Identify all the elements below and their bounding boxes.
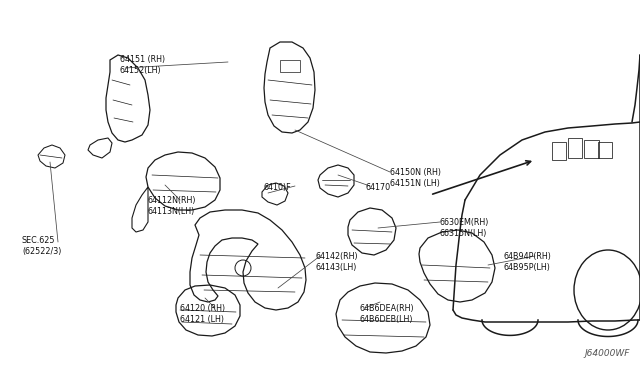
Text: 64B94P(RH)
64B95P(LH): 64B94P(RH) 64B95P(LH)	[503, 252, 551, 272]
Text: 64170: 64170	[366, 183, 391, 192]
Text: 64151 (RH)
64152(LH): 64151 (RH) 64152(LH)	[120, 55, 165, 75]
Text: 6410)F: 6410)F	[264, 183, 292, 192]
Text: 64B6DEA(RH)
64B6DEB(LH): 64B6DEA(RH) 64B6DEB(LH)	[360, 304, 415, 324]
Text: 64112N(RH)
64113N(LH): 64112N(RH) 64113N(LH)	[148, 196, 196, 216]
Text: 64142(RH)
64143(LH): 64142(RH) 64143(LH)	[315, 252, 358, 272]
Text: 64120 (RH)
64121 (LH): 64120 (RH) 64121 (LH)	[180, 304, 225, 324]
Text: J64000WF: J64000WF	[584, 349, 630, 358]
Text: 6630EM(RH)
66315N(LH): 6630EM(RH) 66315N(LH)	[440, 218, 490, 238]
Text: SEC.625
(62522/3): SEC.625 (62522/3)	[22, 236, 61, 256]
Text: 64150N (RH)
64151N (LH): 64150N (RH) 64151N (LH)	[390, 168, 441, 188]
